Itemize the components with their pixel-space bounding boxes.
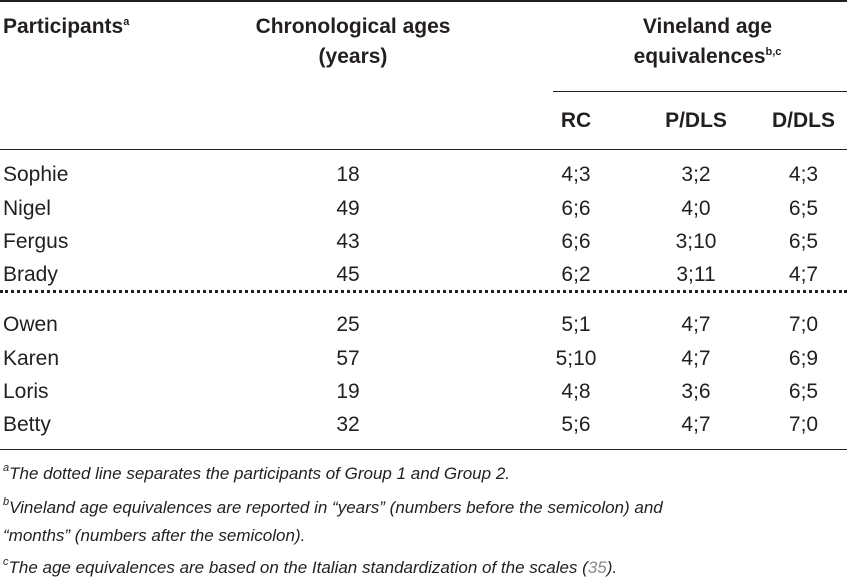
row-4-age: 45 [336,263,360,286]
footnote-b: bVineland age equivalences are reported … [3,496,663,518]
row-3-ddls: 6;5 [788,230,819,253]
row-6-age: 57 [336,347,360,370]
row-6-rc: 5;10 [555,347,597,370]
row-8-pdls: 4;7 [681,413,711,436]
row-1-rc: 4;3 [561,163,591,186]
row-2-pdls: 4;0 [681,197,711,220]
row-8-age: 32 [336,413,360,436]
group-separator-dotted-rule [0,290,847,293]
row-2-rc: 6;6 [561,197,591,220]
row-7-ddls: 6;5 [788,380,819,403]
header-chronological-ages: Chronological ages (years) [255,15,451,68]
row-4-name: Brady [3,263,58,286]
row-1-name: Sophie [3,163,69,186]
row-8-name: Betty [3,413,51,436]
table-top-rule [0,0,847,2]
row-7-age: 19 [336,380,360,403]
row-6-pdls: 4;7 [681,347,711,370]
row-2-name: Nigel [3,197,51,220]
row-4-rc: 6;2 [561,263,591,286]
row-3-age: 43 [336,230,360,253]
citation-link[interactable]: 35 [587,558,607,577]
table-bottom-rule [0,449,847,450]
header-rc: RC [560,109,592,132]
header-ddls: D/DLS [772,109,835,132]
row-6-ddls: 6;9 [788,347,819,370]
row-5-name: Owen [3,313,58,336]
row-4-ddls: 4;7 [788,263,819,286]
row-3-rc: 6;6 [561,230,591,253]
row-5-age: 25 [336,313,360,336]
row-5-rc: 5;1 [561,313,591,336]
row-1-ddls: 4;3 [788,163,819,186]
row-8-ddls: 7;0 [788,413,819,436]
row-1-pdls: 3;2 [681,163,711,186]
footnote-c: cThe age equivalences are based on the I… [3,556,618,578]
header-pdls: P/DLS [665,109,727,132]
row-7-pdls: 3;6 [681,380,711,403]
row-3-name: Fergus [3,230,69,253]
row-7-name: Loris [3,380,49,403]
row-2-ddls: 6;5 [788,197,819,220]
row-7-rc: 4;8 [561,380,591,403]
vineland-subheader-rule [553,91,847,92]
row-5-ddls: 7;0 [788,313,819,336]
footnote-a: aThe dotted line separates the participa… [3,462,510,484]
row-2-age: 49 [336,197,360,220]
row-6-name: Karen [3,347,60,370]
header-vineland: Vineland age equivalencesb,c [633,15,782,68]
row-5-pdls: 4;7 [681,313,711,336]
footnote-b-continuation: “months” (numbers after the semicolon). [3,526,306,545]
row-1-age: 18 [336,163,360,186]
header-participants: Participantsa [3,15,130,38]
header-bottom-rule [0,149,847,150]
row-8-rc: 5;6 [561,413,591,436]
row-4-pdls: 3;11 [676,263,716,286]
row-3-pdls: 3;10 [675,230,717,253]
